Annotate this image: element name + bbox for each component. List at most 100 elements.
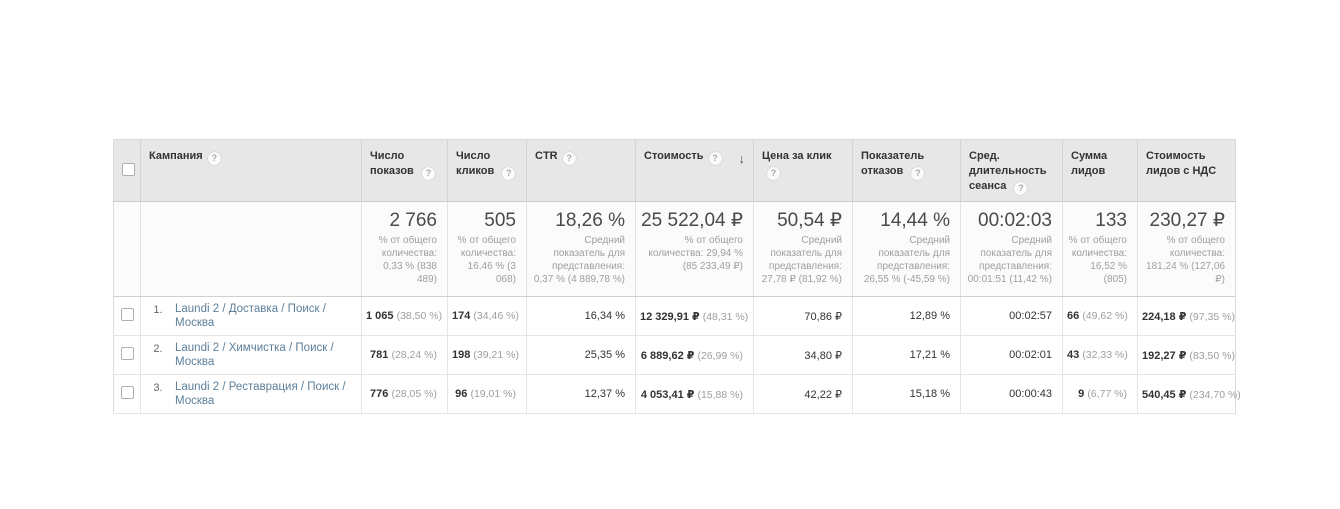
value-percent: (38,50 %)	[396, 310, 443, 323]
summary-value: 18,26 %	[555, 209, 625, 231]
row-checkbox-cell	[113, 335, 141, 376]
help-icon[interactable]: ?	[207, 152, 221, 165]
help-icon[interactable]: ?	[421, 166, 435, 180]
summary-note: Средний показатель для представления: 26…	[863, 235, 950, 286]
summary-bounce-rate: 14,44 % Средний показатель для представл…	[852, 201, 961, 298]
cpc-cell: 34,80 ₽	[753, 335, 853, 376]
summary-note: Средний показатель для представления: 0,…	[533, 235, 625, 286]
row-checkbox[interactable]	[120, 308, 134, 322]
impressions-cell: 776 (28,05 %)	[361, 374, 448, 415]
column-header-campaign[interactable]: Кампания?	[140, 139, 362, 202]
summary-value: 14,44 %	[880, 209, 950, 231]
campaign-cell: 1. Laundi 2 / Доставка / Поиск / Москва	[140, 296, 362, 337]
avg-session-duration-cell: 00:00:43	[960, 374, 1063, 415]
help-icon[interactable]: ?	[911, 166, 925, 180]
column-label: Стоимость	[644, 150, 704, 162]
campaign-cell: 3. Laundi 2 / Реставрация / Поиск / Моск…	[140, 374, 362, 415]
leads-sum-cell: 66 (49,62 %)	[1062, 296, 1138, 337]
campaign-link[interactable]: Laundi 2 / Доставка / Поиск / Москва	[175, 303, 326, 330]
value: 00:02:01	[1009, 349, 1052, 362]
value: 224,18 ₽	[1142, 310, 1187, 323]
value: 43	[1067, 349, 1080, 362]
value: 70,86 ₽	[804, 310, 842, 323]
clicks-cell: 96 (19,01 %)	[447, 374, 527, 415]
column-header-leads-sum[interactable]: Сумма лидов	[1062, 139, 1138, 202]
value-percent: (49,62 %)	[1082, 310, 1128, 323]
value-percent: (97,35 %)	[1189, 310, 1235, 323]
summary-note: Средний показатель для представления: 27…	[761, 235, 842, 286]
cpc-cell: 42,22 ₽	[753, 374, 853, 415]
column-label: CTR	[535, 150, 558, 162]
table-row: 3. Laundi 2 / Реставрация / Поиск / Моск…	[113, 374, 1241, 415]
lead-cost-vat-cell: 540,45 ₽ (234,70 %)	[1137, 374, 1241, 415]
summary-note: % от общего количества: 16,52 % (805)	[1068, 235, 1127, 286]
clicks-cell: 198 (39,21 %)	[447, 335, 527, 376]
lead-cost-vat-cell: 224,18 ₽ (97,35 %)	[1137, 296, 1236, 337]
column-header-lead-cost-vat[interactable]: Стоимость лидов с НДС	[1137, 139, 1236, 202]
ctr-cell: 12,37 %	[526, 374, 636, 415]
row-checkbox[interactable]	[120, 347, 134, 361]
cost-cell: 12 329,91 ₽ (48,31 %)	[635, 296, 754, 337]
summary-lead-cost-vat: 230,27 ₽ % от общего количества: 181,24 …	[1137, 201, 1236, 298]
help-icon[interactable]: ?	[767, 166, 780, 180]
ctr-cell: 16,34 %	[526, 296, 636, 337]
column-header-bounce-rate[interactable]: Показатель отказов ?	[852, 139, 961, 202]
campaign-link[interactable]: Laundi 2 / Реставрация / Поиск / Москва	[175, 381, 346, 408]
summary-checkbox-cell	[113, 201, 141, 298]
value: 198	[452, 349, 471, 362]
help-icon[interactable]: ?	[502, 166, 516, 180]
summary-cpc: 50,54 ₽ Средний показатель для представл…	[753, 201, 853, 298]
campaign-link[interactable]: Laundi 2 / Химчистка / Поиск / Москва	[175, 342, 334, 369]
column-label: Число кликов	[456, 150, 495, 177]
value: 12,89 %	[909, 310, 950, 323]
column-label: Стоимость лидов с НДС	[1146, 150, 1217, 177]
summary-avg-session-duration: 00:02:03 Средний показатель для представ…	[960, 201, 1063, 298]
value: 00:00:43	[1009, 388, 1052, 401]
column-label: Число показов	[370, 150, 414, 177]
column-header-clicks[interactable]: Число кликов ?	[447, 139, 527, 202]
help-icon[interactable]: ?	[708, 152, 722, 165]
value: 00:02:57	[1009, 310, 1052, 323]
value-percent: (234,70 %)	[1189, 388, 1241, 401]
help-icon[interactable]: ?	[1014, 181, 1028, 195]
campaigns-table: Кампания? Число показов ? Число кликов ?…	[113, 139, 1241, 415]
value: 1 065	[366, 310, 394, 323]
row-checkbox[interactable]	[120, 386, 134, 400]
summary-cost: 25 522,04 ₽ % от общего количества: 29,9…	[635, 201, 754, 298]
summary-value: 00:02:03	[978, 209, 1052, 231]
column-header-cost[interactable]: Стоимость? ↓	[635, 139, 754, 202]
summary-value: 50,54 ₽	[777, 209, 842, 231]
row-number: 3.	[153, 382, 163, 395]
bounce-rate-cell: 12,89 %	[852, 296, 961, 337]
summary-note: % от общего количества: 16,46 % (3 068)	[457, 235, 516, 286]
summary-value: 505	[484, 209, 516, 231]
value-percent: (26,99 %)	[697, 349, 743, 362]
summary-note: % от общего количества: 181,24 % (127,06…	[1146, 235, 1225, 286]
select-all-cell	[113, 139, 141, 202]
value: 17,21 %	[909, 349, 950, 362]
bounce-rate-cell: 17,21 %	[852, 335, 961, 376]
value-percent: (32,33 %)	[1082, 349, 1128, 362]
column-header-impressions[interactable]: Число показов ?	[361, 139, 448, 202]
column-header-ctr[interactable]: CTR?	[526, 139, 636, 202]
value: 540,45 ₽	[1142, 388, 1187, 401]
value: 16,34 %	[584, 310, 625, 323]
value: 174	[452, 310, 471, 323]
value: 66	[1067, 310, 1080, 323]
table-row: 1. Laundi 2 / Доставка / Поиск / Москва …	[113, 296, 1236, 337]
ctr-cell: 25,35 %	[526, 335, 636, 376]
value: 96	[455, 388, 468, 401]
value: 34,80 ₽	[804, 349, 842, 362]
summary-ctr: 18,26 % Средний показатель для представл…	[526, 201, 636, 298]
value: 25,35 %	[584, 349, 625, 362]
value: 4 053,41 ₽	[640, 388, 695, 401]
value: 15,18 %	[909, 388, 950, 401]
summary-impressions: 2 766 % от общего количества: 0,33 % (83…	[361, 201, 448, 298]
value-percent: (83,50 %)	[1189, 349, 1235, 362]
select-all-checkbox[interactable]	[122, 162, 135, 176]
help-icon[interactable]: ?	[562, 152, 576, 165]
column-label: Сумма лидов	[1071, 150, 1108, 177]
column-header-avg-session-duration[interactable]: Сред. длительность сеанса ?	[960, 139, 1063, 202]
campaigns-table-container: Кампания? Число показов ? Число кликов ?…	[113, 139, 1241, 415]
column-header-cpc[interactable]: Цена за клик ?	[753, 139, 853, 202]
